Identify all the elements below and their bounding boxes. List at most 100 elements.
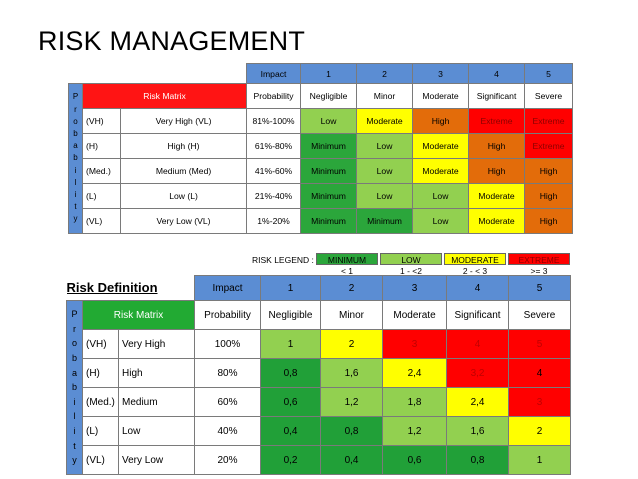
row-code: (L) xyxy=(82,183,121,209)
row-code: (Med.) xyxy=(82,158,121,184)
legend-minimum: MINIMUM xyxy=(316,253,378,265)
table-row: (VL) Very Low (VL) 1%-20% Minimum Minimu… xyxy=(69,208,574,234)
risk-cell: High xyxy=(524,208,574,234)
row-name: Low (L) xyxy=(119,183,248,209)
row-range: 41%-60% xyxy=(246,158,302,184)
risk-cell: High xyxy=(468,158,526,184)
risk-value-cell: 0,4 xyxy=(260,416,322,446)
risk-cell: High xyxy=(524,183,574,209)
legend-moderate: MODERATE xyxy=(444,253,506,265)
table-row: (L) Low 40% 0,4 0,8 1,2 1,6 2 xyxy=(67,416,572,446)
risk-value-cell: 2,4 xyxy=(382,358,448,388)
impact-header: Impact xyxy=(246,63,302,84)
risk-cell: Moderate xyxy=(356,108,414,134)
row-name: Medium xyxy=(117,387,196,417)
risk-value-cell: 5 xyxy=(508,329,572,359)
row-pct: 20% xyxy=(194,445,262,475)
risk-value-cell: 0,8 xyxy=(320,416,384,446)
impact-name: Moderate xyxy=(412,83,470,109)
table-row: (Med.) Medium 60% 0,6 1,2 1,8 2,4 3 xyxy=(67,387,572,417)
legend-range: < 1 xyxy=(340,266,354,276)
risk-cell: Low xyxy=(356,133,414,159)
risk-cell: Extreme xyxy=(468,108,526,134)
legend-range: 2 - < 3 xyxy=(462,266,488,276)
row-range: 21%-40% xyxy=(246,183,302,209)
impact-name: Significant xyxy=(468,83,526,109)
risk-value-cell: 1 xyxy=(260,329,322,359)
risk-value-cell: 0,8 xyxy=(446,445,510,475)
risk-value-cell: 0,4 xyxy=(320,445,384,475)
table-row: (H) High 80% 0,8 1,6 2,4 3,2 4 xyxy=(67,358,572,388)
risk-cell: Moderate xyxy=(412,133,470,159)
risk-value-cell: 0,6 xyxy=(260,387,322,417)
risk-value-cell: 0,8 xyxy=(260,358,322,388)
row-pct: 80% xyxy=(194,358,262,388)
impact-number: 5 xyxy=(524,63,574,84)
impact-name: Severe xyxy=(508,300,572,330)
risk-cell: Minimum xyxy=(300,208,358,234)
impact-number: 3 xyxy=(412,63,470,84)
risk-value-cell: 2 xyxy=(320,329,384,359)
row-name: Very High (VL) xyxy=(119,108,248,134)
impact-header: Impact xyxy=(194,275,262,301)
impact-number: 5 xyxy=(508,275,572,301)
table-row: (Med.) Medium (Med) 41%-60% Minimum Low … xyxy=(69,158,574,184)
row-code: (VL) xyxy=(82,208,121,234)
risk-cell: Moderate xyxy=(412,158,470,184)
impact-name: Moderate xyxy=(382,300,448,330)
impact-number: 4 xyxy=(468,63,526,84)
risk-value-cell: 1,2 xyxy=(382,416,448,446)
risk-value-cell: 1,6 xyxy=(446,416,510,446)
risk-value-cell: 1,6 xyxy=(320,358,384,388)
impact-name: Severe xyxy=(524,83,574,109)
risk-value-cell: 1,2 xyxy=(320,387,384,417)
row-range: 1%-20% xyxy=(246,208,302,234)
risk-cell: Minimum xyxy=(300,133,358,159)
risk-cell: High xyxy=(524,158,574,184)
probability-header: Probability xyxy=(194,300,262,330)
row-code: (VH) xyxy=(82,108,121,134)
risk-value-cell: 3,2 xyxy=(446,358,510,388)
row-name: Very Low xyxy=(117,445,196,475)
row-name: Low xyxy=(117,416,196,446)
legend-range: >= 3 xyxy=(530,266,548,276)
row-range: 61%-80% xyxy=(246,133,302,159)
legend-low: LOW xyxy=(380,253,442,265)
risk-value-cell: 3 xyxy=(382,329,448,359)
risk-cell: Low xyxy=(412,208,470,234)
row-pct: 60% xyxy=(194,387,262,417)
row-code: (VH) xyxy=(82,329,119,359)
legend-range: 1 - <2 xyxy=(400,266,422,276)
row-code: (VL) xyxy=(82,445,119,475)
risk-value-cell: 2,4 xyxy=(446,387,510,417)
impact-number: 1 xyxy=(260,275,322,301)
impact-number: 3 xyxy=(382,275,448,301)
table-row: (VL) Very Low 20% 0,2 0,4 0,6 0,8 1 xyxy=(67,445,572,475)
impact-name: Negligible xyxy=(300,83,358,109)
risk-cell: Minimum xyxy=(300,158,358,184)
row-name: Very High xyxy=(117,329,196,359)
risk-cell: High xyxy=(412,108,470,134)
impact-name: Negligible xyxy=(260,300,322,330)
row-name: High (H) xyxy=(119,133,248,159)
risk-cell: Low xyxy=(300,108,358,134)
impact-name: Minor xyxy=(320,300,384,330)
risk-matrix-label: Risk Matrix xyxy=(81,83,248,109)
probability-header: Probability xyxy=(246,83,302,109)
table-row: (H) High (H) 61%-80% Minimum Low Moderat… xyxy=(69,133,574,159)
risk-cell: Extreme xyxy=(524,108,574,134)
legend-extreme: EXTREME xyxy=(508,253,570,265)
risk-value-cell: 0,6 xyxy=(382,445,448,475)
risk-cell: Minimum xyxy=(356,208,414,234)
risk-value-cell: 3 xyxy=(508,387,572,417)
page-title: RISK MANAGEMENT xyxy=(38,26,306,56)
risk-cell: Moderate xyxy=(468,208,526,234)
risk-cell: Low xyxy=(412,183,470,209)
risk-cell: Moderate xyxy=(468,183,526,209)
row-code: (Med.) xyxy=(82,387,119,417)
row-name: Medium (Med) xyxy=(119,158,248,184)
row-name: Very Low (VL) xyxy=(119,208,248,234)
row-pct: 40% xyxy=(194,416,262,446)
